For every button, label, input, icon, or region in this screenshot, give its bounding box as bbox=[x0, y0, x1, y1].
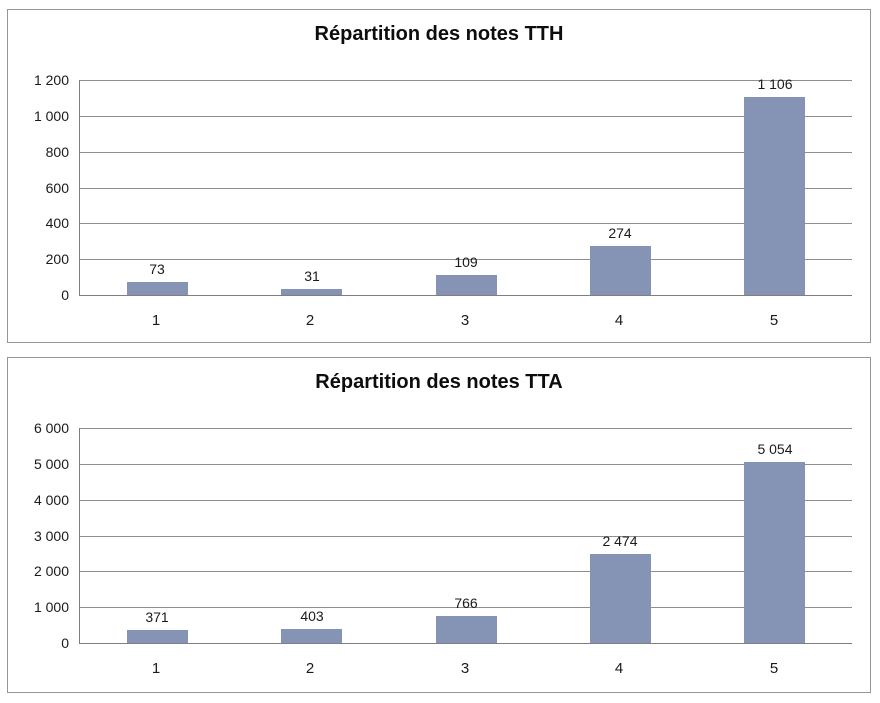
chart-title-tta: Répartition des notes TTA bbox=[315, 371, 563, 393]
x-axis-category-label: 2 bbox=[305, 660, 315, 677]
y-axis-tick-label: 1 000 bbox=[33, 108, 69, 124]
bar-category-5 bbox=[744, 97, 805, 295]
bar-value-label: 73 bbox=[149, 261, 165, 277]
gridline bbox=[80, 188, 852, 189]
x-axis-category-label: 4 bbox=[614, 660, 624, 677]
bar-value-label: 5 054 bbox=[757, 441, 793, 457]
y-axis-tick-label: 200 bbox=[45, 251, 69, 267]
x-axis-tth: 1 2 3 4 5 bbox=[79, 305, 851, 333]
y-axis-tick-label: 5 000 bbox=[33, 456, 69, 472]
bar-value-label: 1 106 bbox=[757, 76, 793, 92]
gridline bbox=[80, 259, 852, 260]
bar-category-2 bbox=[281, 629, 342, 643]
y-axis-tick-label: 400 bbox=[45, 215, 69, 231]
bar-category-4 bbox=[590, 246, 651, 295]
bar-category-2 bbox=[281, 289, 342, 295]
x-axis-category-label: 5 bbox=[769, 312, 779, 329]
gridline bbox=[80, 607, 852, 608]
gridline bbox=[80, 428, 852, 429]
x-axis-tta: 1 2 3 4 5 bbox=[79, 653, 851, 681]
y-axis-tick-label: 4 000 bbox=[33, 492, 69, 508]
gridline bbox=[80, 571, 852, 572]
x-axis-category-label: 5 bbox=[769, 660, 779, 677]
chart-panel-tth: Répartition des notes TTH 1 200 1 000 800 6… bbox=[7, 9, 871, 343]
bar-category-1 bbox=[127, 282, 188, 295]
y-axis-tick-label: 2 000 bbox=[33, 563, 69, 579]
y-axis-tick-label: 1 000 bbox=[33, 599, 69, 615]
gridline bbox=[80, 500, 852, 501]
bar-value-label: 2 474 bbox=[602, 533, 638, 549]
bar-value-label: 403 bbox=[300, 608, 324, 624]
gridline bbox=[80, 152, 852, 153]
bar-category-3 bbox=[436, 275, 497, 295]
bar-value-label: 274 bbox=[608, 225, 632, 241]
y-axis-tick-label: 0 bbox=[61, 287, 69, 303]
x-axis-category-label: 3 bbox=[460, 660, 470, 677]
gridline bbox=[80, 536, 852, 537]
chart-title-tth: Répartition des notes TTH bbox=[314, 23, 564, 45]
x-axis-category-label: 4 bbox=[614, 312, 624, 329]
chart-panel-tta: Répartition des notes TTA 6 000 5 000 4 00… bbox=[7, 357, 871, 693]
x-axis-category-label: 1 bbox=[151, 660, 161, 677]
gridline bbox=[80, 80, 852, 81]
bar-value-label: 766 bbox=[454, 595, 478, 611]
bar-category-5 bbox=[744, 462, 805, 643]
y-axis-tick-label: 0 bbox=[61, 635, 69, 651]
y-axis-tick-label: 3 000 bbox=[33, 528, 69, 544]
y-axis-tta: 6 000 5 000 4 000 3 000 2 000 1 000 0 bbox=[8, 358, 69, 692]
x-axis-category-label: 3 bbox=[460, 312, 470, 329]
bar-value-label: 31 bbox=[304, 268, 320, 284]
x-axis-category-label: 2 bbox=[305, 312, 315, 329]
bar-value-label: 371 bbox=[145, 609, 169, 625]
bar-value-label: 109 bbox=[454, 254, 478, 270]
y-axis-tick-label: 600 bbox=[45, 180, 69, 196]
bar-category-4 bbox=[590, 554, 651, 643]
x-axis-category-label: 1 bbox=[151, 312, 161, 329]
bar-category-1 bbox=[127, 630, 188, 643]
y-axis-tick-label: 800 bbox=[45, 144, 69, 160]
y-axis-tick-label: 1 200 bbox=[33, 72, 69, 88]
gridline bbox=[80, 464, 852, 465]
bar-category-3 bbox=[436, 616, 497, 643]
y-axis-tth: 1 200 1 000 800 600 400 200 0 bbox=[8, 10, 69, 342]
plot-area-tth: 73 31 109 274 1 106 bbox=[79, 76, 852, 296]
gridline bbox=[80, 223, 852, 224]
y-axis-tick-label: 6 000 bbox=[33, 420, 69, 436]
plot-area-tta: 371 403 766 2 474 5 054 bbox=[79, 428, 852, 644]
gridline bbox=[80, 116, 852, 117]
